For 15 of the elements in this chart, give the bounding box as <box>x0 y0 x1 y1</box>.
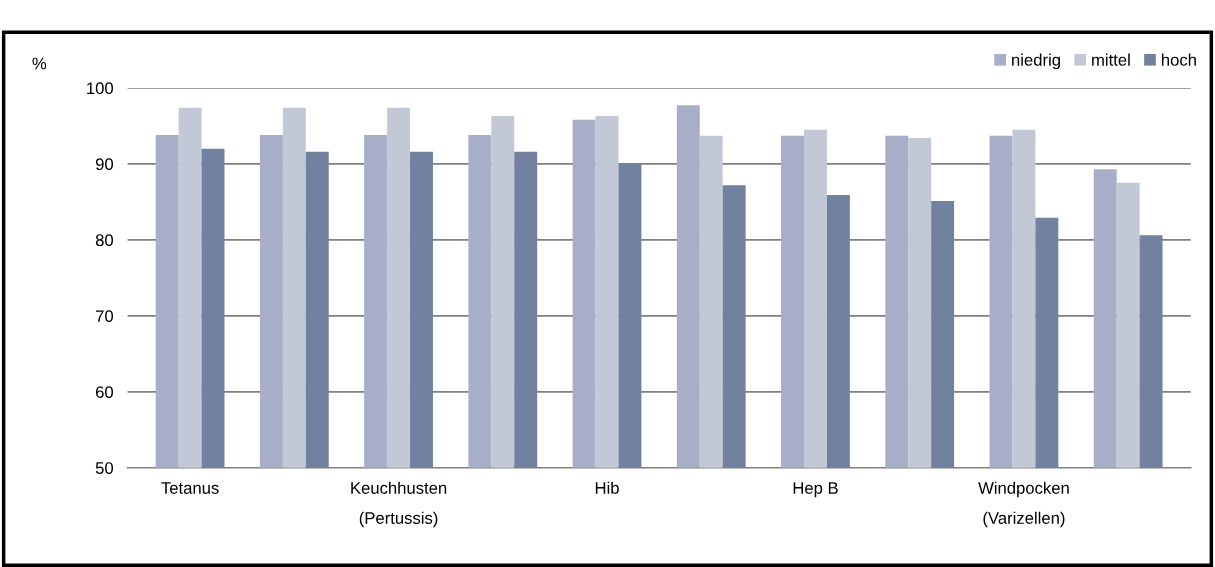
y-tick-label: 80 <box>95 234 114 247</box>
y-tick-label: 70 <box>96 310 114 323</box>
y-tick-label: 90 <box>95 158 114 171</box>
x-tick-label: Keuchhusten (Pertussis) <box>351 481 447 528</box>
x-tick-label: Windpocken (Varizellen) <box>978 481 1069 528</box>
legend-label: niedrig <box>1012 53 1060 70</box>
y-tick-label: 50 <box>95 462 114 474</box>
y-tick-label: 60 <box>96 386 114 398</box>
x-tick-label: Hib <box>595 481 619 494</box>
x-tick-label: Tetanus <box>161 482 219 494</box>
x-tick-label: Hep B <box>793 482 838 498</box>
y-tick-label: 100 <box>87 82 114 95</box>
y-axis-title: % <box>32 57 47 70</box>
legend-label: hoch <box>1161 53 1196 66</box>
legend-label: mittel <box>1092 53 1130 66</box>
